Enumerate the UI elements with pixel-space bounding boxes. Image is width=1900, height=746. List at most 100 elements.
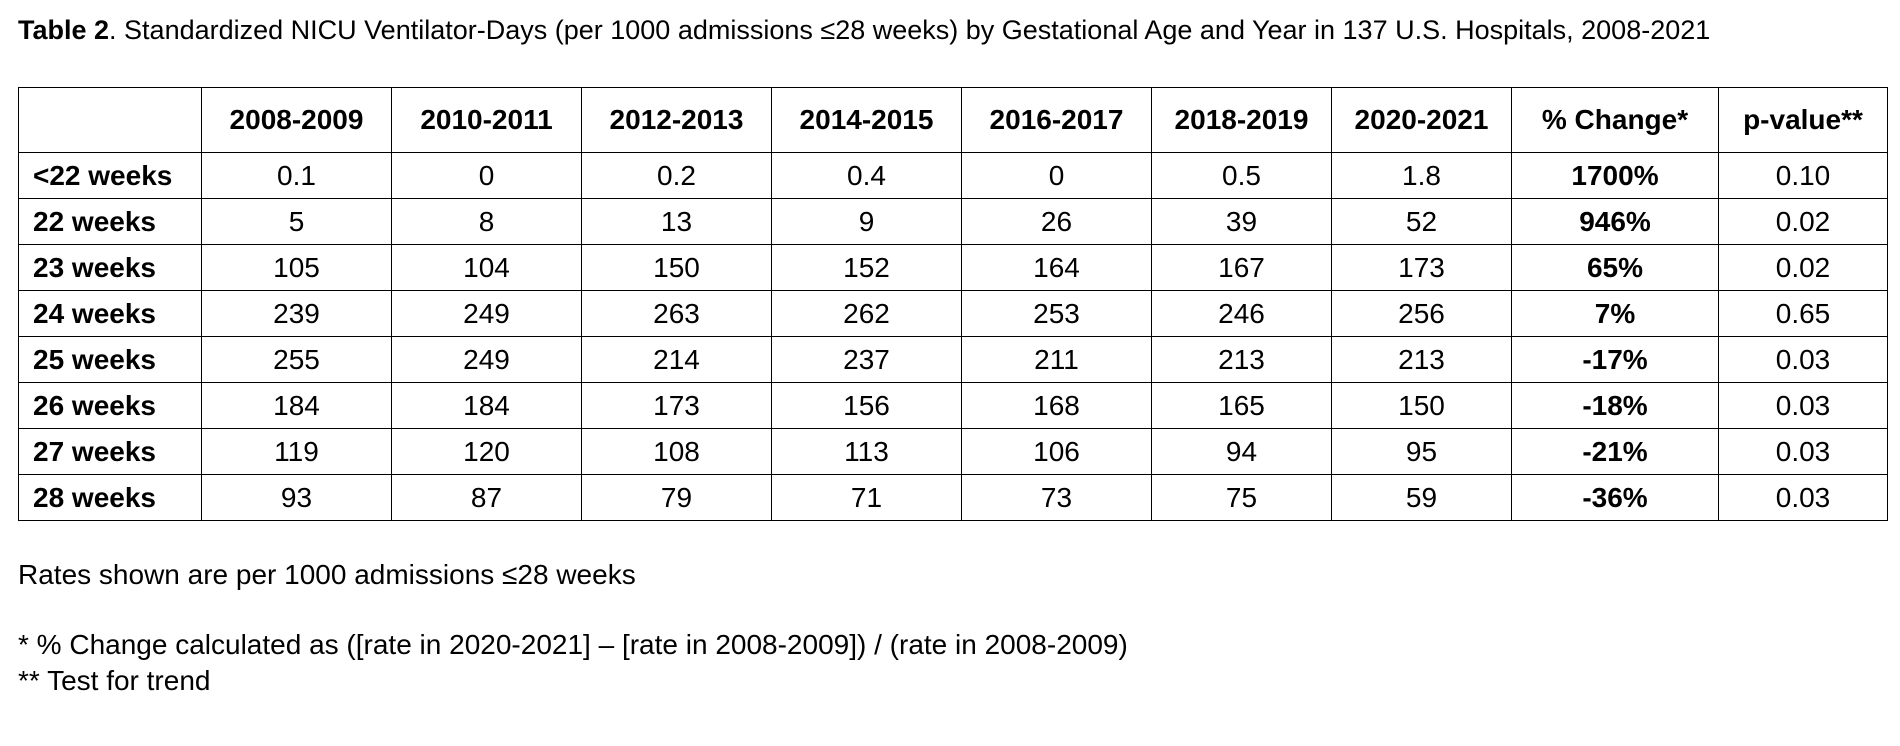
table-row: <22 weeks 0.1 0 0.2 0.4 0 0.5 1.8 1700% … bbox=[18, 152, 1888, 199]
cell-2010-2011: 87 bbox=[391, 474, 582, 521]
cell-2008-2009: 255 bbox=[201, 336, 392, 383]
header-2016-2017: 2016-2017 bbox=[961, 87, 1152, 153]
cell-percent-change: 65% bbox=[1511, 244, 1719, 291]
cell-2018-2019: 246 bbox=[1151, 290, 1332, 337]
cell-2018-2019: 75 bbox=[1151, 474, 1332, 521]
cell-2008-2009: 105 bbox=[201, 244, 392, 291]
table-row: 24 weeks 239 249 263 262 253 246 256 7% … bbox=[18, 290, 1888, 337]
cell-2008-2009: 184 bbox=[201, 382, 392, 429]
table-row: 26 weeks 184 184 173 156 168 165 150 -18… bbox=[18, 382, 1888, 429]
table-row: 23 weeks 105 104 150 152 164 167 173 65%… bbox=[18, 244, 1888, 291]
cell-p-value: 0.10 bbox=[1718, 152, 1888, 199]
row-label: 23 weeks bbox=[18, 244, 202, 291]
cell-percent-change: -17% bbox=[1511, 336, 1719, 383]
header-2018-2019: 2018-2019 bbox=[1151, 87, 1332, 153]
cell-2012-2013: 150 bbox=[581, 244, 772, 291]
cell-2012-2013: 13 bbox=[581, 198, 772, 245]
cell-2016-2017: 0 bbox=[961, 152, 1152, 199]
cell-percent-change: 1700% bbox=[1511, 152, 1719, 199]
cell-2010-2011: 8 bbox=[391, 198, 582, 245]
table-row: 28 weeks 93 87 79 71 73 75 59 -36% 0.03 bbox=[18, 474, 1888, 521]
cell-percent-change: -21% bbox=[1511, 428, 1719, 475]
cell-2016-2017: 164 bbox=[961, 244, 1152, 291]
cell-percent-change: -18% bbox=[1511, 382, 1719, 429]
percent-change-footnote: * % Change calculated as ([rate in 2020-… bbox=[18, 629, 1128, 660]
cell-2016-2017: 73 bbox=[961, 474, 1152, 521]
cell-2018-2019: 39 bbox=[1151, 198, 1332, 245]
cell-2012-2013: 214 bbox=[581, 336, 772, 383]
cell-2018-2019: 165 bbox=[1151, 382, 1332, 429]
cell-p-value: 0.03 bbox=[1718, 428, 1888, 475]
cell-p-value: 0.03 bbox=[1718, 336, 1888, 383]
cell-2010-2011: 120 bbox=[391, 428, 582, 475]
cell-2008-2009: 239 bbox=[201, 290, 392, 337]
header-2012-2013: 2012-2013 bbox=[581, 87, 772, 153]
cell-2016-2017: 26 bbox=[961, 198, 1152, 245]
table-row: 25 weeks 255 249 214 237 211 213 213 -17… bbox=[18, 336, 1888, 383]
cell-2014-2015: 9 bbox=[771, 198, 962, 245]
row-label: 22 weeks bbox=[18, 198, 202, 245]
cell-2008-2009: 0.1 bbox=[201, 152, 392, 199]
cell-p-value: 0.03 bbox=[1718, 474, 1888, 521]
row-label: 25 weeks bbox=[18, 336, 202, 383]
header-percent-change: % Change* bbox=[1511, 87, 1719, 153]
row-label: 28 weeks bbox=[18, 474, 202, 521]
cell-2008-2009: 119 bbox=[201, 428, 392, 475]
cell-2014-2015: 0.4 bbox=[771, 152, 962, 199]
cell-2012-2013: 173 bbox=[581, 382, 772, 429]
cell-2018-2019: 167 bbox=[1151, 244, 1332, 291]
cell-2018-2019: 213 bbox=[1151, 336, 1332, 383]
cell-2020-2021: 52 bbox=[1331, 198, 1512, 245]
cell-2010-2011: 104 bbox=[391, 244, 582, 291]
cell-percent-change: -36% bbox=[1511, 474, 1719, 521]
cell-p-value: 0.65 bbox=[1718, 290, 1888, 337]
ventilator-days-table: 2008-2009 2010-2011 2012-2013 2014-2015 … bbox=[18, 87, 1888, 521]
cell-2018-2019: 94 bbox=[1151, 428, 1332, 475]
cell-p-value: 0.03 bbox=[1718, 382, 1888, 429]
cell-p-value: 0.02 bbox=[1718, 244, 1888, 291]
cell-2010-2011: 249 bbox=[391, 336, 582, 383]
cell-2018-2019: 0.5 bbox=[1151, 152, 1332, 199]
header-p-value: p-value** bbox=[1718, 87, 1888, 153]
cell-2014-2015: 113 bbox=[771, 428, 962, 475]
cell-2014-2015: 156 bbox=[771, 382, 962, 429]
cell-percent-change: 946% bbox=[1511, 198, 1719, 245]
table-caption: Table 2. Standardized NICU Ventilator-Da… bbox=[18, 14, 1858, 47]
cell-2014-2015: 152 bbox=[771, 244, 962, 291]
cell-2010-2011: 184 bbox=[391, 382, 582, 429]
header-2008-2009: 2008-2009 bbox=[201, 87, 392, 153]
row-label: <22 weeks bbox=[18, 152, 202, 199]
cell-2014-2015: 262 bbox=[771, 290, 962, 337]
cell-p-value: 0.02 bbox=[1718, 198, 1888, 245]
header-corner bbox=[18, 87, 202, 153]
cell-2012-2013: 263 bbox=[581, 290, 772, 337]
rates-note: Rates shown are per 1000 admissions ≤28 … bbox=[18, 559, 636, 590]
cell-2012-2013: 108 bbox=[581, 428, 772, 475]
row-label: 24 weeks bbox=[18, 290, 202, 337]
cell-2008-2009: 5 bbox=[201, 198, 392, 245]
cell-2020-2021: 95 bbox=[1331, 428, 1512, 475]
cell-2012-2013: 0.2 bbox=[581, 152, 772, 199]
header-2010-2011: 2010-2011 bbox=[391, 87, 582, 153]
table-row: 22 weeks 5 8 13 9 26 39 52 946% 0.02 bbox=[18, 198, 1888, 245]
cell-2014-2015: 237 bbox=[771, 336, 962, 383]
cell-2016-2017: 211 bbox=[961, 336, 1152, 383]
cell-percent-change: 7% bbox=[1511, 290, 1719, 337]
cell-2020-2021: 59 bbox=[1331, 474, 1512, 521]
cell-2016-2017: 168 bbox=[961, 382, 1152, 429]
cell-2010-2011: 0 bbox=[391, 152, 582, 199]
trend-test-footnote: ** Test for trend bbox=[18, 665, 211, 696]
cell-2016-2017: 253 bbox=[961, 290, 1152, 337]
cell-2020-2021: 1.8 bbox=[1331, 152, 1512, 199]
cell-2010-2011: 249 bbox=[391, 290, 582, 337]
table-footnotes: Rates shown are per 1000 admissions ≤28 … bbox=[18, 557, 1888, 699]
cell-2020-2021: 256 bbox=[1331, 290, 1512, 337]
table-caption-label: Table 2 bbox=[18, 15, 110, 45]
cell-2020-2021: 213 bbox=[1331, 336, 1512, 383]
cell-2016-2017: 106 bbox=[961, 428, 1152, 475]
header-2014-2015: 2014-2015 bbox=[771, 87, 962, 153]
document-page: Table 2. Standardized NICU Ventilator-Da… bbox=[18, 14, 1888, 699]
cell-2012-2013: 79 bbox=[581, 474, 772, 521]
header-2020-2021: 2020-2021 bbox=[1331, 87, 1512, 153]
cell-2008-2009: 93 bbox=[201, 474, 392, 521]
